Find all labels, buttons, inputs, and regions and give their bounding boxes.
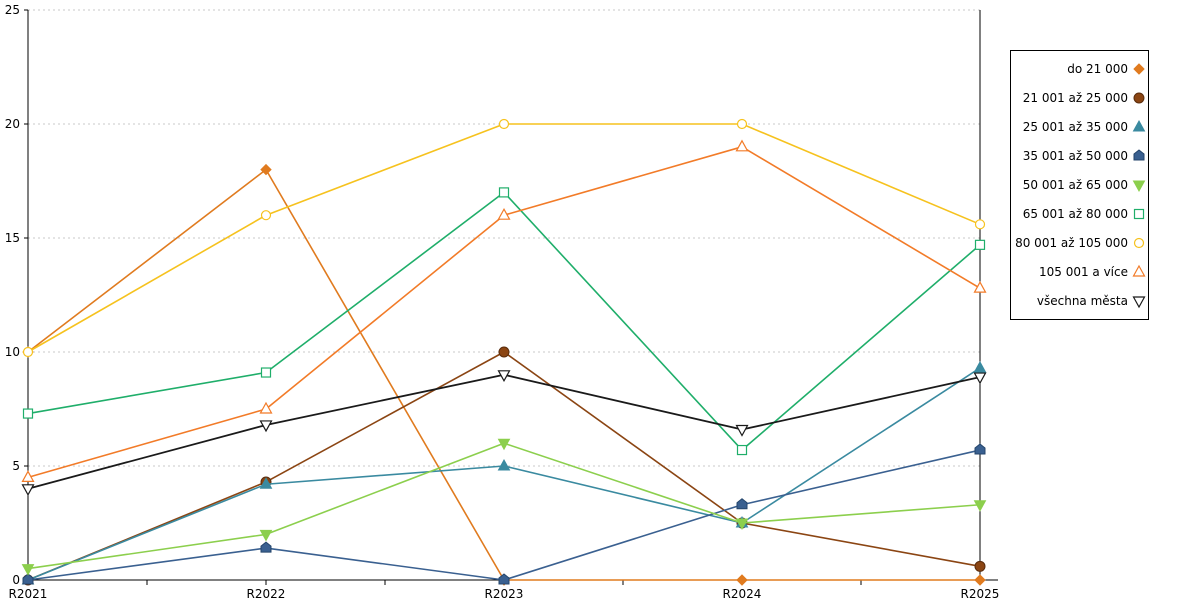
legend-marker (1132, 180, 1146, 193)
legend-marker (1133, 208, 1145, 220)
x-tick-label: R2024 (723, 587, 762, 600)
data-point (260, 210, 272, 221)
data-point (259, 420, 273, 433)
legend-item: 105 001 a více (1039, 264, 1146, 279)
data-point (498, 573, 510, 585)
data-point (735, 518, 749, 531)
y-tick-label: 25 (5, 3, 20, 17)
data-point (260, 367, 272, 378)
series-5 (21, 438, 987, 576)
data-point (974, 239, 986, 250)
legend-marker (1133, 237, 1145, 249)
data-point (259, 529, 273, 542)
data-point (735, 424, 749, 437)
data-point (498, 346, 510, 358)
data-point (973, 500, 987, 512)
legend: do 21 000 21 001 až 25 000 25 001 až 35 00… (1010, 50, 1149, 320)
series-3 (21, 360, 987, 585)
series-6 (22, 187, 986, 456)
series-9 (21, 370, 987, 497)
data-point (21, 470, 35, 482)
data-point (498, 187, 510, 198)
legend-item: všechna města (1037, 294, 1146, 309)
series-8 (21, 139, 987, 482)
legend-marker (1133, 149, 1145, 161)
data-point (22, 408, 34, 419)
data-point (973, 372, 987, 385)
data-point (973, 280, 987, 293)
legend-label: do 21 000 (1067, 62, 1128, 76)
series-line (27, 373, 981, 490)
data-point (260, 541, 272, 553)
x-tick-label: R2023 (485, 587, 524, 600)
data-point (736, 444, 748, 456)
data-point (974, 560, 986, 572)
legend-item: 65 001 až 80 000 (1023, 207, 1145, 221)
legend-item: 35 001 až 50 000 (1023, 149, 1145, 163)
series-4 (22, 443, 986, 585)
data-point (735, 139, 749, 152)
data-point (260, 163, 272, 176)
y-tick-label: 10 (5, 345, 20, 359)
gridlines (28, 9, 980, 467)
data-point (974, 443, 986, 455)
legend-label: 35 001 až 50 000 (1023, 149, 1128, 163)
legend-item: 80 001 až 105 000 (1015, 236, 1145, 250)
legend-label: všechna města (1037, 294, 1128, 308)
data-point (497, 438, 511, 451)
legend-marker (1133, 92, 1145, 104)
data-point (736, 498, 748, 510)
data-point (21, 564, 35, 576)
data-point (974, 574, 986, 586)
data-point (22, 346, 34, 358)
data-point (497, 370, 511, 383)
legend-label: 80 001 až 105 000 (1015, 236, 1128, 250)
data-point (498, 118, 510, 130)
y-tick-label: 0 (12, 573, 20, 587)
y-tick-label: 5 (12, 459, 20, 473)
legend-label: 65 001 až 80 000 (1023, 207, 1128, 221)
series-line (27, 191, 981, 451)
data-point (22, 573, 34, 585)
series-group (21, 118, 987, 586)
data-point (21, 484, 35, 497)
legend-item: 50 001 až 65 000 (1023, 178, 1146, 193)
legend-label: 50 001 až 65 000 (1023, 178, 1128, 192)
data-point (973, 360, 987, 373)
legend-label: 105 001 a více (1039, 265, 1128, 279)
data-point (736, 574, 748, 586)
data-point (974, 219, 986, 230)
y-tick-label: 20 (5, 117, 20, 131)
legend-marker (1133, 63, 1145, 75)
x-tick-label: R2025 (961, 587, 1000, 600)
x-tick-label: R2022 (247, 587, 286, 600)
legend-box (1010, 50, 1149, 320)
data-point (497, 207, 511, 220)
y-tick-label: 15 (5, 231, 20, 245)
data-point (736, 118, 748, 130)
legend-label: 21 001 až 25 000 (1023, 91, 1128, 105)
x-tick-label: R2021 (9, 587, 48, 600)
legend-item: do 21 000 (1067, 62, 1145, 76)
legend-marker (1132, 296, 1146, 309)
legend-item: 25 001 až 35 000 (1023, 119, 1146, 134)
legend-marker (1132, 264, 1146, 277)
axes: 0 5 10 15 20 25 R2021 R2022 R2023 R2024 R2025 (5, 3, 1000, 600)
legend-marker (1132, 119, 1146, 132)
legend-label: 25 001 až 35 000 (1023, 120, 1128, 134)
series-7 (22, 118, 986, 358)
data-point (259, 401, 273, 414)
legend-item: 21 001 až 25 000 (1023, 91, 1145, 105)
data-point (259, 477, 273, 489)
data-point (497, 458, 511, 471)
